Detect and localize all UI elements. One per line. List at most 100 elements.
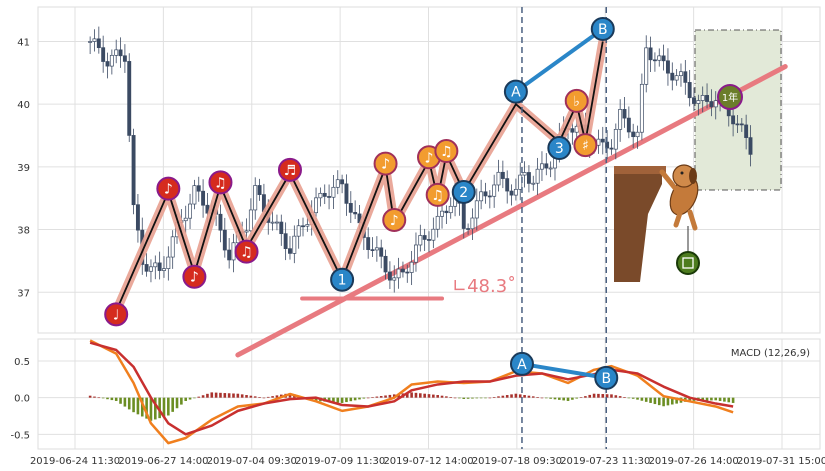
macd-histogram-bar	[505, 395, 509, 398]
candle-body	[474, 200, 479, 219]
candle-body	[305, 224, 310, 227]
wave-point-marker	[573, 133, 598, 158]
macd-histogram-bar	[636, 397, 639, 400]
macd-histogram-bar	[88, 395, 92, 398]
macd-histogram-bar	[501, 395, 505, 398]
support-trend-line	[235, 64, 788, 358]
macd-histogram-bar	[723, 397, 726, 402]
macd-histogram-bar	[127, 397, 131, 410]
macd-histogram-bar	[601, 394, 605, 398]
macd-elliott-marker-label: B	[601, 371, 611, 387]
macd-histogram-bar	[562, 397, 565, 401]
candle-body	[88, 41, 93, 43]
candle-body	[513, 188, 518, 196]
macd-histogram-bar	[705, 397, 709, 401]
wave-point-marker	[156, 176, 181, 201]
candle-body	[487, 195, 492, 198]
elliott-point-marker-label: 2	[459, 185, 468, 201]
macd-histogram-bar	[145, 397, 148, 419]
macd-histogram-bar	[171, 397, 174, 412]
macd-histogram-bar	[336, 397, 340, 403]
elliott-point-marker-label: B	[598, 22, 608, 38]
macd-histogram-bar	[575, 397, 579, 399]
candle-body	[444, 210, 449, 214]
candle-body	[170, 236, 175, 258]
candle-body	[700, 95, 705, 101]
macd-histogram-bar	[475, 397, 479, 399]
right-box-label: 1年	[722, 91, 738, 104]
highlight-region	[694, 29, 782, 191]
candle-body	[183, 217, 188, 222]
macd-histogram-bar	[675, 397, 678, 404]
candle-body	[466, 228, 471, 230]
macd-histogram-bar	[518, 394, 522, 398]
candle-body	[657, 55, 662, 61]
wave-point-marker	[277, 157, 302, 182]
candle-body	[157, 262, 162, 271]
macd-histogram-bar	[240, 394, 244, 398]
wave-point-marker	[182, 264, 207, 289]
macd-elliott-marker	[509, 351, 534, 376]
macd-histogram-bar	[132, 397, 135, 413]
wave-point-marker-label: ♬	[284, 163, 297, 179]
candle-body	[248, 209, 253, 232]
candle-body	[105, 61, 110, 67]
candle-body	[344, 183, 349, 204]
macd-histogram-bar	[188, 397, 192, 400]
macd-histogram-bar	[666, 397, 670, 406]
candle-body	[431, 228, 436, 241]
macd-histogram-bar	[670, 397, 674, 405]
macd-histogram-bar	[462, 397, 466, 399]
macd-histogram-bar	[453, 397, 457, 399]
wave-point-marker	[564, 88, 589, 113]
candle-body	[483, 191, 488, 197]
candle-body	[292, 235, 297, 254]
macd-histogram-bar	[210, 392, 214, 398]
candle-body	[709, 101, 714, 108]
candle-body	[622, 109, 627, 119]
candle-body	[244, 230, 249, 233]
macd-histogram-bar	[110, 397, 114, 401]
macd-histogram-bar	[140, 397, 144, 417]
macd-histogram-bar	[649, 397, 652, 403]
macd-histogram-bar	[332, 397, 335, 403]
hanging-ball	[676, 251, 700, 275]
candle-body	[92, 38, 97, 42]
elliott-point-marker-label: A	[511, 85, 521, 101]
candle-body	[479, 191, 484, 202]
candle-body	[153, 262, 158, 268]
macd-histogram-bar	[714, 397, 718, 401]
macd-histogram-bar	[445, 396, 448, 398]
macd-histogram-bar	[597, 393, 600, 398]
candle-body	[118, 49, 123, 57]
wave-point-marker-label: ♯	[582, 138, 589, 154]
candle-body	[409, 261, 414, 273]
candle-body	[683, 71, 688, 83]
macd-y-tick-label: -0.5	[10, 430, 30, 441]
macd-histogram-bar	[288, 393, 292, 398]
candle-body	[127, 61, 132, 136]
macd-histogram-bar	[392, 394, 396, 398]
candle-body	[379, 247, 384, 257]
macd-histogram-bar	[184, 397, 188, 401]
candle-body	[648, 47, 653, 61]
candle-body	[692, 97, 696, 104]
macd-elliott-marker-label: A	[517, 357, 527, 373]
candle-body	[609, 147, 614, 150]
candle-body	[274, 221, 279, 224]
elliott-point-marker	[330, 267, 355, 292]
candle-body	[470, 217, 475, 230]
macd-histogram-bar	[558, 397, 561, 400]
macd-histogram-bar	[440, 395, 444, 398]
macd-histogram-bar	[584, 396, 587, 398]
candle-body	[227, 249, 232, 261]
candle-body	[101, 47, 106, 62]
macd-histogram-bar	[266, 396, 270, 398]
candle-body	[696, 100, 701, 104]
macd-histogram-bar	[167, 397, 170, 416]
macd-histogram-bar	[375, 396, 379, 398]
macd-histogram-bar	[136, 397, 140, 415]
candle-body	[109, 54, 114, 67]
dog-leg	[687, 209, 698, 231]
macd-histogram-bar	[614, 395, 618, 398]
